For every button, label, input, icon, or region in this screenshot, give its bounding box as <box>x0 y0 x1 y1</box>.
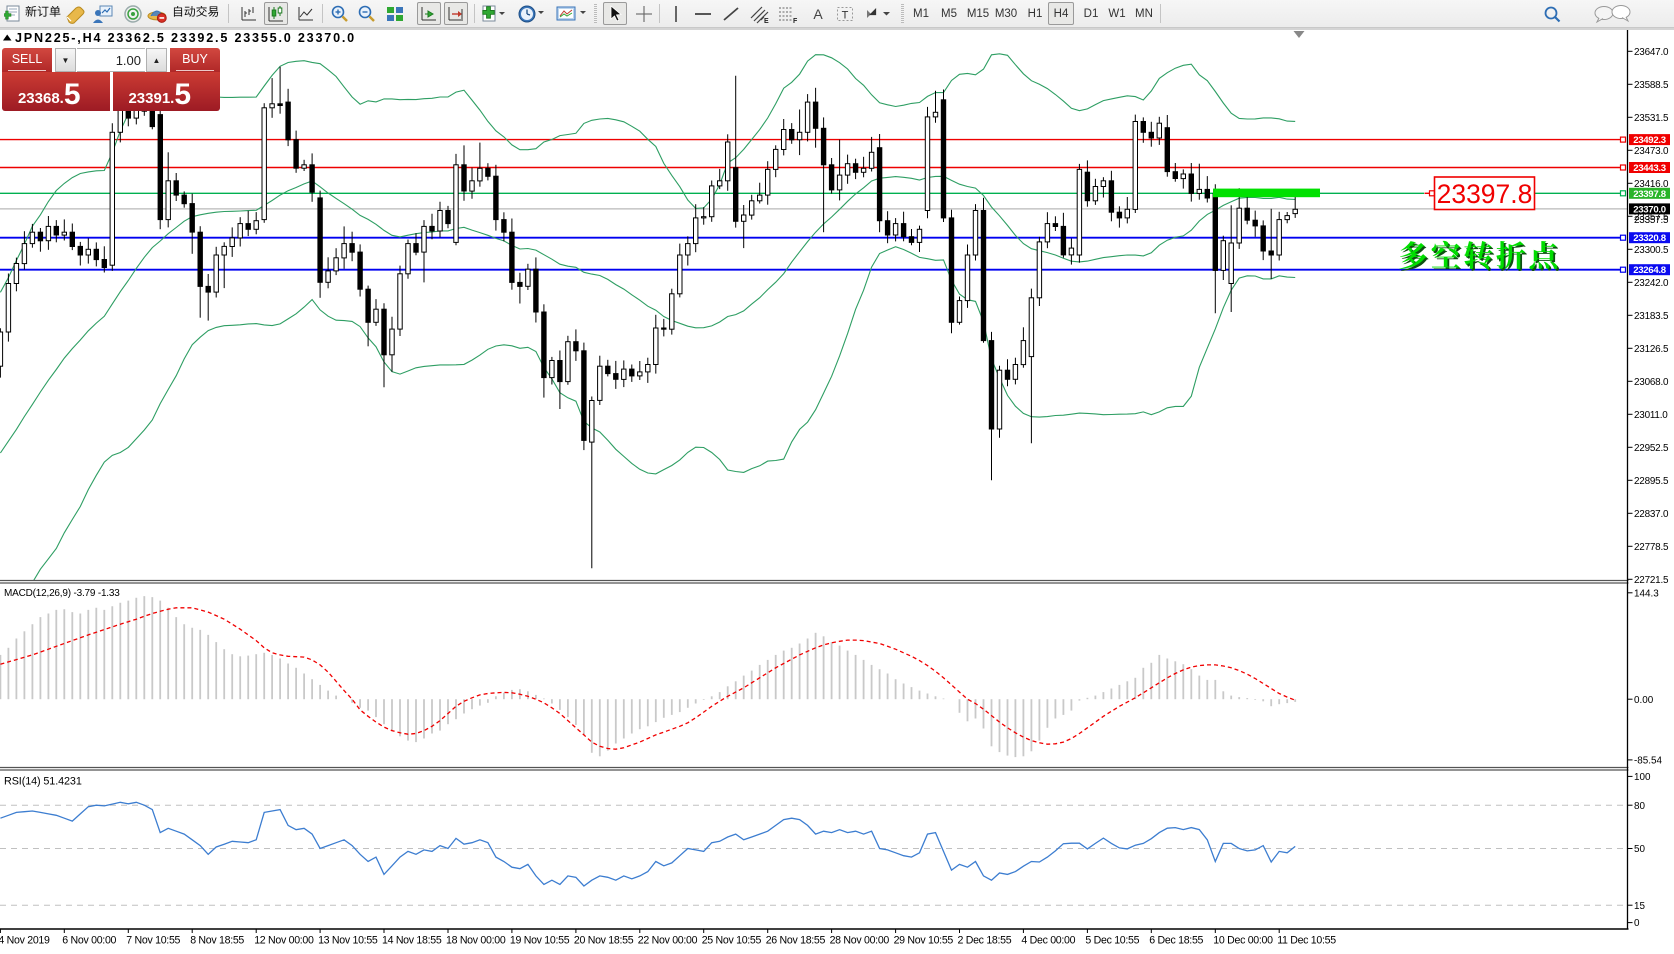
svg-text:22778.5: 22778.5 <box>1634 542 1669 553</box>
svg-text:19 Nov 10:55: 19 Nov 10:55 <box>510 935 570 947</box>
svg-text:23531.5: 23531.5 <box>1634 113 1669 124</box>
svg-text:23397.8: 23397.8 <box>1633 189 1667 200</box>
svg-text:15: 15 <box>1634 901 1645 912</box>
svg-text:23416.0: 23416.0 <box>1634 179 1669 190</box>
svg-text:7 Nov 10:55: 7 Nov 10:55 <box>126 935 180 947</box>
svg-text:28 Nov 00:00: 28 Nov 00:00 <box>830 935 890 947</box>
svg-text:23300.5: 23300.5 <box>1634 245 1669 256</box>
svg-text:23357.5: 23357.5 <box>1634 212 1669 223</box>
svg-text:14 Nov 18:55: 14 Nov 18:55 <box>382 935 442 947</box>
svg-text:A: A <box>813 6 823 22</box>
svg-text:8 Nov 18:55: 8 Nov 18:55 <box>190 935 244 947</box>
svg-text:23647.0: 23647.0 <box>1634 47 1669 58</box>
svg-text:23320.8: 23320.8 <box>1633 233 1667 244</box>
svg-text:50: 50 <box>1634 844 1645 855</box>
svg-text:23126.5: 23126.5 <box>1634 344 1669 355</box>
svg-text:22895.5: 22895.5 <box>1634 476 1669 487</box>
svg-text:100: 100 <box>1634 772 1651 783</box>
svg-text:F: F <box>793 18 798 24</box>
svg-text:-85.54: -85.54 <box>1634 756 1663 767</box>
svg-text:23068.0: 23068.0 <box>1634 377 1669 388</box>
svg-text:20 Nov 18:55: 20 Nov 18:55 <box>574 935 634 947</box>
svg-text:11 Dec 10:55: 11 Dec 10:55 <box>1277 935 1336 947</box>
svg-text:JPN225-,H4 23362.5 23392.5 23: JPN225-,H4 23362.5 23392.5 23355.0 23370… <box>15 31 356 45</box>
svg-text:RSI(14) 51.4231: RSI(14) 51.4231 <box>4 775 82 787</box>
svg-text:23492.3: 23492.3 <box>1633 135 1666 146</box>
svg-text:18 Nov 00:00: 18 Nov 00:00 <box>446 935 506 947</box>
svg-text:22721.5: 22721.5 <box>1634 575 1669 586</box>
svg-text:29 Nov 10:55: 29 Nov 10:55 <box>894 935 954 947</box>
svg-text:22 Nov 00:00: 22 Nov 00:00 <box>638 935 698 947</box>
svg-text:22952.5: 22952.5 <box>1634 443 1669 454</box>
svg-text:13 Nov 10:55: 13 Nov 10:55 <box>318 935 378 947</box>
svg-text:2 Dec 18:55: 2 Dec 18:55 <box>958 935 1012 947</box>
svg-text:23588.5: 23588.5 <box>1634 80 1669 91</box>
svg-text:4 Dec 00:00: 4 Dec 00:00 <box>1021 935 1075 947</box>
svg-text:MACD(12,26,9) -3.79 -1.33: MACD(12,26,9) -3.79 -1.33 <box>4 588 120 599</box>
svg-text:22837.0: 22837.0 <box>1634 509 1669 520</box>
svg-text:10 Dec 00:00: 10 Dec 00:00 <box>1213 935 1273 947</box>
svg-text:25 Nov 10:55: 25 Nov 10:55 <box>702 935 762 947</box>
svg-text:E: E <box>764 18 769 24</box>
svg-text:26 Nov 18:55: 26 Nov 18:55 <box>766 935 826 947</box>
svg-text:0: 0 <box>1634 918 1640 929</box>
svg-text:23370.0: 23370.0 <box>1633 204 1666 215</box>
svg-text:0.00: 0.00 <box>1634 695 1654 706</box>
svg-text:5 Dec 10:55: 5 Dec 10:55 <box>1085 935 1139 947</box>
svg-text:23183.5: 23183.5 <box>1634 311 1669 322</box>
svg-text:144.3: 144.3 <box>1634 588 1659 599</box>
svg-text:23242.0: 23242.0 <box>1634 278 1669 289</box>
svg-text:23473.0: 23473.0 <box>1634 146 1669 157</box>
svg-text:12 Nov 00:00: 12 Nov 00:00 <box>254 935 314 947</box>
svg-text:23357.5: 23357.5 <box>1634 215 1669 226</box>
svg-text:T: T <box>842 9 849 21</box>
svg-text:4 Nov 2019: 4 Nov 2019 <box>0 935 50 947</box>
svg-text:6 Nov 00:00: 6 Nov 00:00 <box>62 935 116 947</box>
svg-text:23397.8: 23397.8 <box>1437 179 1533 209</box>
svg-text:23264.8: 23264.8 <box>1633 265 1667 276</box>
svg-text:6 Dec 18:55: 6 Dec 18:55 <box>1149 935 1203 947</box>
svg-text:23011.0: 23011.0 <box>1634 410 1668 421</box>
svg-text:80: 80 <box>1634 801 1645 812</box>
svg-text:23443.3: 23443.3 <box>1633 163 1666 174</box>
